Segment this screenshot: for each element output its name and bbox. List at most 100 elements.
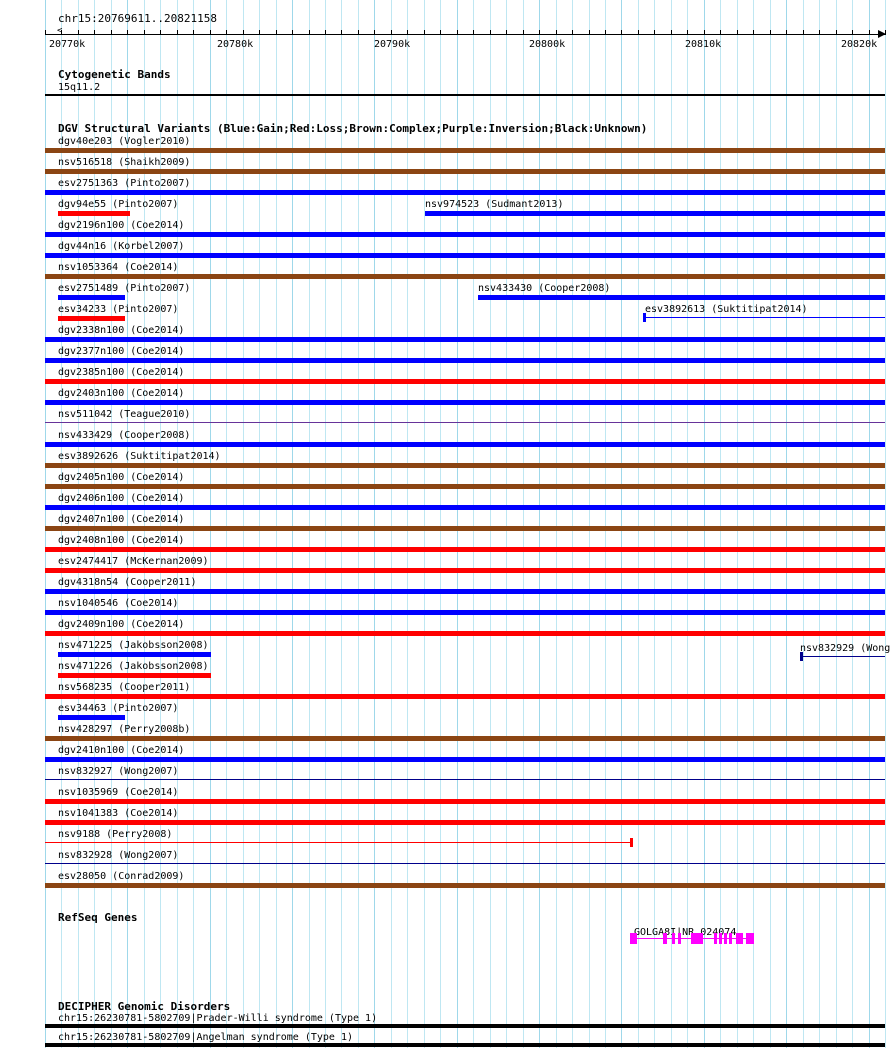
gene-label: GOLGA8I|NR_024074 <box>634 927 737 938</box>
feature-bar[interactable] <box>58 652 211 657</box>
gene-exon[interactable] <box>719 933 722 944</box>
feature-label: nsv1053364 (Coe2014) <box>58 262 179 273</box>
feature-endpoint-cap[interactable] <box>800 652 803 661</box>
feature-bar[interactable] <box>45 526 885 531</box>
feature-bar[interactable] <box>58 316 125 321</box>
ruler-tick <box>506 30 507 35</box>
feature-label: esv3892626 (Suktitipat2014) <box>58 451 221 462</box>
gene-exon[interactable] <box>746 933 754 944</box>
track-title-decipher-genomic-disorders: DECIPHER Genomic Disorders <box>58 1000 231 1013</box>
ruler-tick <box>226 30 227 35</box>
feature-bar[interactable] <box>45 547 885 552</box>
feature-bar[interactable] <box>45 190 885 195</box>
feature-label: nsv832928 (Wong2007) <box>58 850 179 861</box>
feature-bar[interactable] <box>45 422 885 423</box>
feature-label: esv3892613 (Suktitipat2014) <box>645 304 808 315</box>
ruler-tick <box>358 30 359 35</box>
feature-label: dgv2405n100 (Coe2014) <box>58 472 185 483</box>
feature-bar[interactable] <box>45 379 885 384</box>
feature-bar[interactable] <box>45 148 885 153</box>
feature-bar[interactable] <box>45 610 885 615</box>
feature-label: esv2751363 (Pinto2007) <box>58 178 191 189</box>
ruler-tick <box>407 30 408 35</box>
feature-bar[interactable] <box>45 736 885 741</box>
ruler-tick <box>292 30 293 35</box>
feature-label: esv2474417 (McKernan2009) <box>58 556 209 567</box>
ruler-right-arrow-icon <box>878 30 886 38</box>
feature-label: nsv433430 (Cooper2008) <box>478 283 611 294</box>
feature-label: dgv2409n100 (Coe2014) <box>58 619 185 630</box>
feature-bar[interactable] <box>45 820 885 825</box>
gene-exon[interactable] <box>729 933 732 944</box>
feature-bar[interactable] <box>45 358 885 363</box>
feature-bar[interactable] <box>45 400 885 405</box>
ruler-tick <box>589 30 590 35</box>
ruler-tick <box>111 30 112 35</box>
feature-label: nsv433429 (Cooper2008) <box>58 430 191 441</box>
gene-exon[interactable] <box>663 933 667 944</box>
feature-bar[interactable] <box>478 295 885 300</box>
ruler-tick <box>770 30 771 35</box>
gene-exon[interactable] <box>714 933 717 944</box>
feature-label: dgv2338n100 (Coe2014) <box>58 325 185 336</box>
gene-exon[interactable] <box>630 933 637 944</box>
feature-label: esv28050 (Conrad2009) <box>58 871 185 882</box>
ruler-tick <box>424 30 425 35</box>
feature-bar[interactable] <box>45 337 885 342</box>
feature-bar[interactable] <box>45 842 632 843</box>
feature-bar[interactable] <box>45 94 885 96</box>
feature-label: dgv2403n100 (Coe2014) <box>58 388 185 399</box>
feature-bar[interactable] <box>425 211 885 216</box>
feature-bar[interactable] <box>45 1043 885 1047</box>
ruler-tick <box>473 30 474 35</box>
feature-label: dgv2196n100 (Coe2014) <box>58 220 185 231</box>
ruler-tick <box>276 30 277 35</box>
ruler-tick <box>309 30 310 35</box>
feature-bar[interactable] <box>45 274 885 279</box>
feature-bar[interactable] <box>45 1024 885 1028</box>
ruler-tick <box>836 30 837 35</box>
feature-bar[interactable] <box>45 883 885 888</box>
feature-bar[interactable] <box>45 589 885 594</box>
feature-bar[interactable] <box>800 656 885 657</box>
feature-bar[interactable] <box>643 317 885 318</box>
feature-bar[interactable] <box>45 484 885 489</box>
feature-bar[interactable] <box>58 715 125 720</box>
gene-exon[interactable] <box>691 933 703 944</box>
gene-exon[interactable] <box>736 933 743 944</box>
feature-bar[interactable] <box>45 442 885 447</box>
feature-endpoint-cap[interactable] <box>630 838 633 847</box>
ruler-tick <box>440 30 441 35</box>
feature-bar[interactable] <box>45 232 885 237</box>
feature-bar[interactable] <box>45 694 885 699</box>
feature-bar[interactable] <box>58 211 130 216</box>
feature-bar[interactable] <box>45 568 885 573</box>
feature-bar[interactable] <box>45 757 885 762</box>
feature-bar[interactable] <box>45 799 885 804</box>
gene-exon[interactable] <box>678 933 681 944</box>
ruler-tick <box>523 30 524 35</box>
ruler-tick <box>243 30 244 35</box>
ruler-tick-label: 20820k <box>841 39 878 50</box>
feature-label: dgv2407n100 (Coe2014) <box>58 514 185 525</box>
ruler-tick <box>869 30 870 35</box>
feature-bar[interactable] <box>45 631 885 636</box>
feature-bar[interactable] <box>58 295 125 300</box>
ruler-tick <box>391 30 392 35</box>
feature-label: nsv471226 (Jakobsson2008) <box>58 661 209 672</box>
feature-endpoint-cap[interactable] <box>643 313 646 322</box>
feature-bar[interactable] <box>45 169 885 174</box>
gene-exon[interactable] <box>724 933 727 944</box>
feature-label: nsv511042 (Teague2010) <box>58 409 191 420</box>
feature-bar[interactable] <box>45 779 885 780</box>
feature-bar[interactable] <box>45 463 885 468</box>
coordinate-ruler[interactable]: < 20770k 20780k 20790k 20800k 20810k 20820k <box>45 27 886 50</box>
ruler-tick <box>193 30 194 35</box>
feature-bar[interactable] <box>45 505 885 510</box>
feature-label: nsv568235 (Cooper2011) <box>58 682 191 693</box>
feature-bar[interactable] <box>45 863 885 864</box>
gene-exon[interactable] <box>672 933 675 944</box>
feature-label: chr15:26230781-5802709|Angelman syndrome… <box>58 1032 354 1043</box>
feature-bar[interactable] <box>45 253 885 258</box>
feature-bar[interactable] <box>58 673 211 678</box>
